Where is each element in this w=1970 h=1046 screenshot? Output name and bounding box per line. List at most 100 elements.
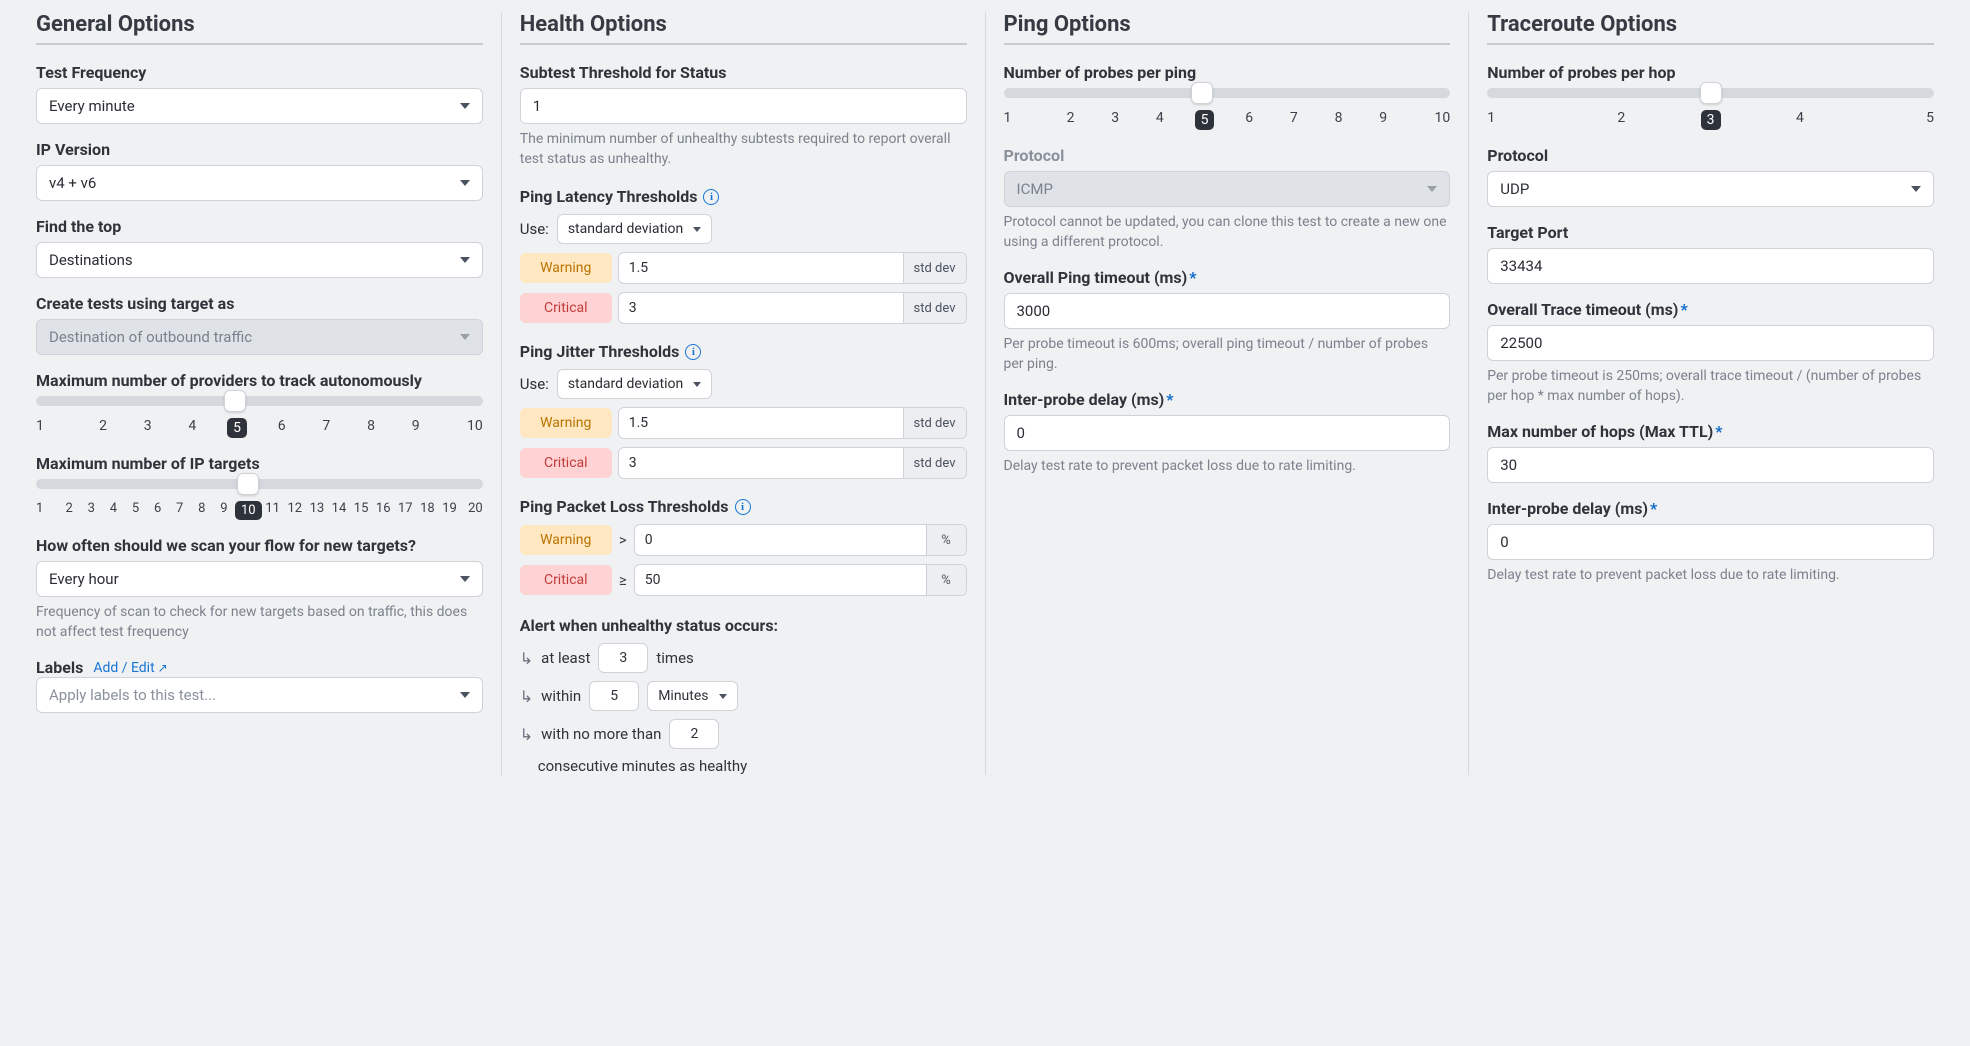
find-top-value: Destinations bbox=[49, 251, 133, 269]
alert-atleast-input[interactable]: 3 bbox=[598, 643, 648, 673]
slider-tick[interactable]: 1 bbox=[36, 418, 81, 438]
slider-tick[interactable]: 2 bbox=[1048, 110, 1093, 130]
slider-tick[interactable]: 7 bbox=[304, 418, 349, 438]
slider-tick[interactable]: 12 bbox=[284, 501, 306, 520]
slider-tick[interactable]: 1 bbox=[1004, 110, 1049, 130]
ip-version-label: IP Version bbox=[36, 140, 483, 159]
slider-tick[interactable]: 18 bbox=[416, 501, 438, 520]
jitter-use-select[interactable]: standard deviation bbox=[557, 369, 712, 399]
target-port-input[interactable]: 33434 bbox=[1487, 248, 1934, 284]
latency-thresholds-header: Ping Latency Thresholds i bbox=[520, 187, 967, 206]
slider-tick[interactable]: 17 bbox=[394, 501, 416, 520]
test-frequency-select[interactable]: Every minute bbox=[36, 88, 483, 124]
alert-within-input[interactable]: 5 bbox=[589, 681, 639, 711]
slider-tick[interactable]: 5 bbox=[215, 418, 260, 438]
slider-tick[interactable]: 3 bbox=[1666, 110, 1755, 130]
slider-tick[interactable]: 6 bbox=[147, 501, 169, 520]
slider-tick[interactable]: 1 bbox=[36, 501, 58, 520]
labels-select[interactable]: Apply labels to this test... bbox=[36, 677, 483, 713]
general-title: General Options bbox=[36, 12, 483, 45]
unit-pct: % bbox=[926, 525, 966, 555]
latency-critical-input[interactable]: 3 std dev bbox=[618, 292, 967, 324]
latency-warning-input[interactable]: 1.5 std dev bbox=[618, 252, 967, 284]
ping-delay-label: Inter-probe delay (ms)* bbox=[1004, 390, 1451, 409]
slider-tick[interactable]: 8 bbox=[349, 418, 394, 438]
slider-tick[interactable]: 7 bbox=[169, 501, 191, 520]
slider-tick[interactable]: 13 bbox=[306, 501, 328, 520]
trace-delay-input[interactable]: 0 bbox=[1487, 524, 1934, 560]
max-hops-label: Max number of hops (Max TTL)* bbox=[1487, 422, 1934, 441]
max-ip-targets-slider[interactable]: 1234567891011121314151617181920 bbox=[36, 479, 483, 520]
slider-tick[interactable]: 2 bbox=[1577, 110, 1666, 130]
slider-tick[interactable]: 16 bbox=[372, 501, 394, 520]
slider-tick[interactable]: 19 bbox=[438, 501, 460, 520]
latency-use-select[interactable]: standard deviation bbox=[557, 214, 712, 244]
slider-tick[interactable]: 6 bbox=[1227, 110, 1272, 130]
ping-delay-input[interactable]: 0 bbox=[1004, 415, 1451, 451]
ping-protocol-value: ICMP bbox=[1017, 180, 1053, 198]
labels-add-edit-link[interactable]: Add / Edit↗ bbox=[93, 660, 167, 676]
slider-tick[interactable]: 10 bbox=[235, 501, 262, 520]
find-top-field: Find the top Destinations bbox=[36, 217, 483, 278]
slider-tick[interactable]: 10 bbox=[1406, 110, 1451, 130]
chevron-down-icon bbox=[719, 694, 727, 699]
info-icon[interactable]: i bbox=[703, 189, 719, 205]
slider-tick[interactable]: 20 bbox=[461, 501, 483, 520]
slider-tick[interactable]: 10 bbox=[438, 418, 483, 438]
slider-tick[interactable]: 5 bbox=[1845, 110, 1934, 130]
slider-tick[interactable]: 8 bbox=[191, 501, 213, 520]
jitter-critical-input[interactable]: 3 std dev bbox=[618, 447, 967, 479]
info-icon[interactable]: i bbox=[685, 344, 701, 360]
slider-tick[interactable]: 5 bbox=[124, 501, 146, 520]
slider-thumb[interactable] bbox=[1191, 82, 1213, 104]
jitter-warning-input[interactable]: 1.5 std dev bbox=[618, 407, 967, 439]
slider-tick[interactable]: 3 bbox=[125, 418, 170, 438]
slider-thumb[interactable] bbox=[237, 473, 259, 495]
slider-tick[interactable]: 7 bbox=[1272, 110, 1317, 130]
slider-tick[interactable]: 4 bbox=[1138, 110, 1183, 130]
slider-tick[interactable]: 2 bbox=[81, 418, 126, 438]
chevron-down-icon bbox=[460, 334, 470, 340]
slider-tick[interactable]: 4 bbox=[1755, 110, 1844, 130]
slider-tick[interactable]: 9 bbox=[393, 418, 438, 438]
slider-tick[interactable]: 6 bbox=[259, 418, 304, 438]
trace-timeout-input[interactable]: 22500 bbox=[1487, 325, 1934, 361]
slider-tick[interactable]: 3 bbox=[1093, 110, 1138, 130]
ping-probes-slider[interactable]: 12345678910 bbox=[1004, 88, 1451, 130]
trace-delay-label: Inter-probe delay (ms)* bbox=[1487, 499, 1934, 518]
slider-tick[interactable]: 9 bbox=[213, 501, 235, 520]
critical-badge: Critical bbox=[520, 293, 612, 323]
slider-tick[interactable]: 11 bbox=[262, 501, 284, 520]
slider-tick[interactable]: 15 bbox=[350, 501, 372, 520]
ping-protocol-label: Protocol bbox=[1004, 146, 1451, 165]
ping-timeout-field: Overall Ping timeout (ms)* 3000 Per prob… bbox=[1004, 268, 1451, 374]
chevron-down-icon bbox=[460, 692, 470, 698]
slider-thumb[interactable] bbox=[224, 390, 246, 412]
slider-tick[interactable]: 3 bbox=[80, 501, 102, 520]
scan-freq-select[interactable]: Every hour bbox=[36, 561, 483, 597]
slider-thumb[interactable] bbox=[1700, 82, 1722, 104]
info-icon[interactable]: i bbox=[735, 499, 751, 515]
trace-probes-slider[interactable]: 12345 bbox=[1487, 88, 1934, 130]
slider-tick[interactable]: 9 bbox=[1361, 110, 1406, 130]
ip-version-select[interactable]: v4 + v6 bbox=[36, 165, 483, 201]
slider-tick[interactable]: 1 bbox=[1487, 110, 1576, 130]
max-hops-input[interactable]: 30 bbox=[1487, 447, 1934, 483]
subtest-threshold-input[interactable]: 1 bbox=[520, 88, 967, 124]
max-providers-slider[interactable]: 12345678910 bbox=[36, 396, 483, 438]
packetloss-critical-input[interactable]: 50 % bbox=[634, 564, 967, 596]
slider-tick[interactable]: 2 bbox=[58, 501, 80, 520]
ip-version-field: IP Version v4 + v6 bbox=[36, 140, 483, 201]
packetloss-warning-input[interactable]: 0 % bbox=[634, 524, 967, 556]
trace-protocol-select[interactable]: UDP bbox=[1487, 171, 1934, 207]
slider-tick[interactable]: 5 bbox=[1182, 110, 1227, 130]
slider-tick[interactable]: 4 bbox=[102, 501, 124, 520]
slider-tick[interactable]: 14 bbox=[328, 501, 350, 520]
alert-within-unit-select[interactable]: Minutes bbox=[647, 681, 737, 711]
find-top-select[interactable]: Destinations bbox=[36, 242, 483, 278]
ping-timeout-input[interactable]: 3000 bbox=[1004, 293, 1451, 329]
slider-tick[interactable]: 4 bbox=[170, 418, 215, 438]
slider-tick[interactable]: 8 bbox=[1316, 110, 1361, 130]
arrow-icon: ↳ bbox=[520, 725, 533, 744]
alert-nomore-input[interactable]: 2 bbox=[669, 719, 719, 749]
